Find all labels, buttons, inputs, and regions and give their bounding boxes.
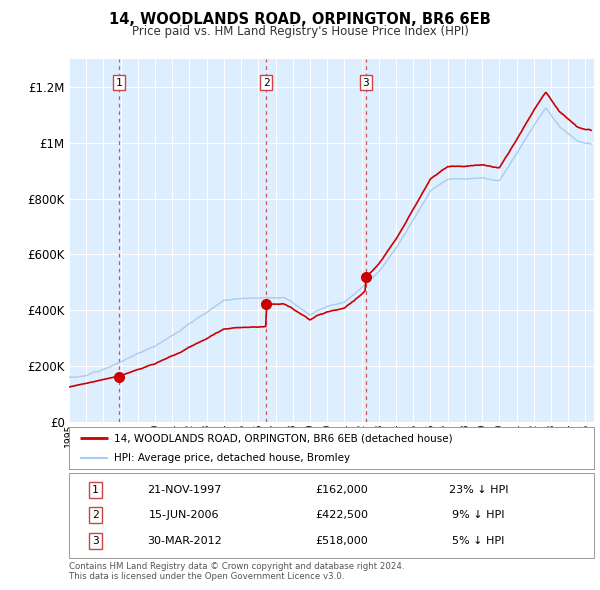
Text: This data is licensed under the Open Government Licence v3.0.: This data is licensed under the Open Gov… xyxy=(69,572,344,581)
Text: 2: 2 xyxy=(263,78,269,87)
Text: £422,500: £422,500 xyxy=(316,510,368,520)
Text: 1: 1 xyxy=(92,485,98,495)
Text: 5% ↓ HPI: 5% ↓ HPI xyxy=(452,536,505,546)
Text: 3: 3 xyxy=(362,78,370,87)
Text: 9% ↓ HPI: 9% ↓ HPI xyxy=(452,510,505,520)
Text: 30-MAR-2012: 30-MAR-2012 xyxy=(147,536,222,546)
Text: 1: 1 xyxy=(115,78,122,87)
Text: 21-NOV-1997: 21-NOV-1997 xyxy=(148,485,221,495)
Text: Price paid vs. HM Land Registry's House Price Index (HPI): Price paid vs. HM Land Registry's House … xyxy=(131,25,469,38)
Text: £518,000: £518,000 xyxy=(316,536,368,546)
Text: 15-JUN-2006: 15-JUN-2006 xyxy=(149,510,220,520)
Text: 2: 2 xyxy=(92,510,98,520)
Text: 14, WOODLANDS ROAD, ORPINGTON, BR6 6EB: 14, WOODLANDS ROAD, ORPINGTON, BR6 6EB xyxy=(109,12,491,27)
Text: 14, WOODLANDS ROAD, ORPINGTON, BR6 6EB (detached house): 14, WOODLANDS ROAD, ORPINGTON, BR6 6EB (… xyxy=(113,434,452,444)
Text: £162,000: £162,000 xyxy=(316,485,368,495)
Text: HPI: Average price, detached house, Bromley: HPI: Average price, detached house, Brom… xyxy=(113,454,350,463)
Text: 3: 3 xyxy=(92,536,98,546)
Text: Contains HM Land Registry data © Crown copyright and database right 2024.: Contains HM Land Registry data © Crown c… xyxy=(69,562,404,571)
Text: 23% ↓ HPI: 23% ↓ HPI xyxy=(449,485,508,495)
